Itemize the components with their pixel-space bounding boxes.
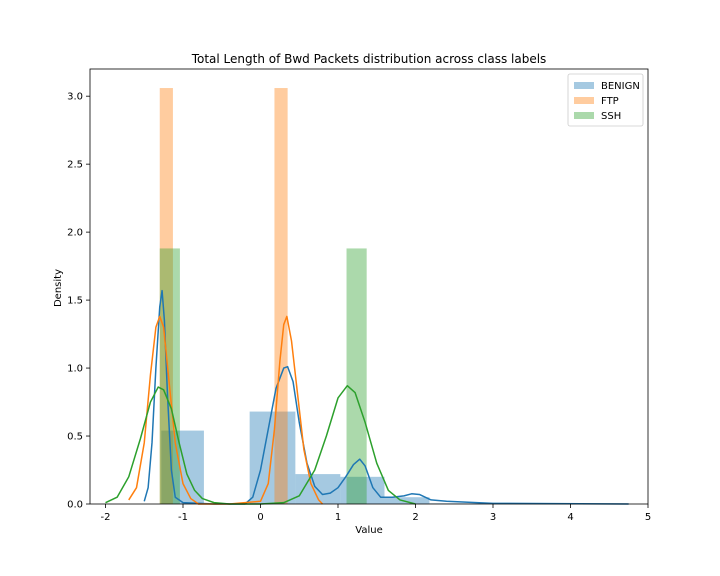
legend-label-ftp: FTP <box>601 96 619 107</box>
legend-label-benign: BENIGN <box>601 81 640 92</box>
hist-bar-benign-4 <box>384 497 430 504</box>
plot-area <box>105 88 629 505</box>
x-tick-label: 5 <box>645 512 651 523</box>
x-axis-label: Value <box>355 525 382 536</box>
x-tick-label: 2 <box>412 512 418 523</box>
hist-bar-ssh-0 <box>159 248 180 504</box>
y-tick-label: 1.0 <box>67 364 83 375</box>
hist-bar-ftp-0 <box>159 88 173 504</box>
y-tick-label: 0.5 <box>67 432 83 443</box>
x-tick-label: 3 <box>490 512 496 523</box>
legend-label-ssh: SSH <box>601 111 621 122</box>
chart-title: Total Length of Bwd Packets distribution… <box>191 52 547 66</box>
axes: -2 -1 0 1 2 3 4 5 0.0 0.5 1.0 1.5 2.0 2.5 3.0 <box>67 68 651 523</box>
y-tick-label: 2.5 <box>67 160 83 171</box>
y-tick-label: 3.0 <box>67 92 83 103</box>
x-tick-label: -2 <box>101 512 111 523</box>
y-tick-label: 2.0 <box>67 228 83 239</box>
plot-frame <box>89 68 649 505</box>
y-tick-label: 1.5 <box>67 296 83 307</box>
y-tick-label: 0.0 <box>67 500 83 511</box>
hist-bar-benign-3 <box>340 476 385 504</box>
x-tick-label: -1 <box>178 512 188 523</box>
kde-line-benign <box>143 289 629 505</box>
x-tick-label: 4 <box>567 512 573 523</box>
legend: BENIGN FTP SSH <box>567 73 644 127</box>
legend-swatch-ssh <box>574 112 594 119</box>
x-tick-label: 0 <box>257 512 263 523</box>
y-axis-label: Density <box>53 269 64 307</box>
hist-bar-benign-1 <box>249 411 296 504</box>
x-tick-label: 1 <box>335 512 341 523</box>
hist-bar-ftp-1 <box>274 88 288 504</box>
hist-bar-ssh-1 <box>346 248 367 504</box>
legend-box <box>567 73 644 127</box>
legend-swatch-benign <box>574 82 594 89</box>
legend-swatch-ftp <box>574 97 594 104</box>
